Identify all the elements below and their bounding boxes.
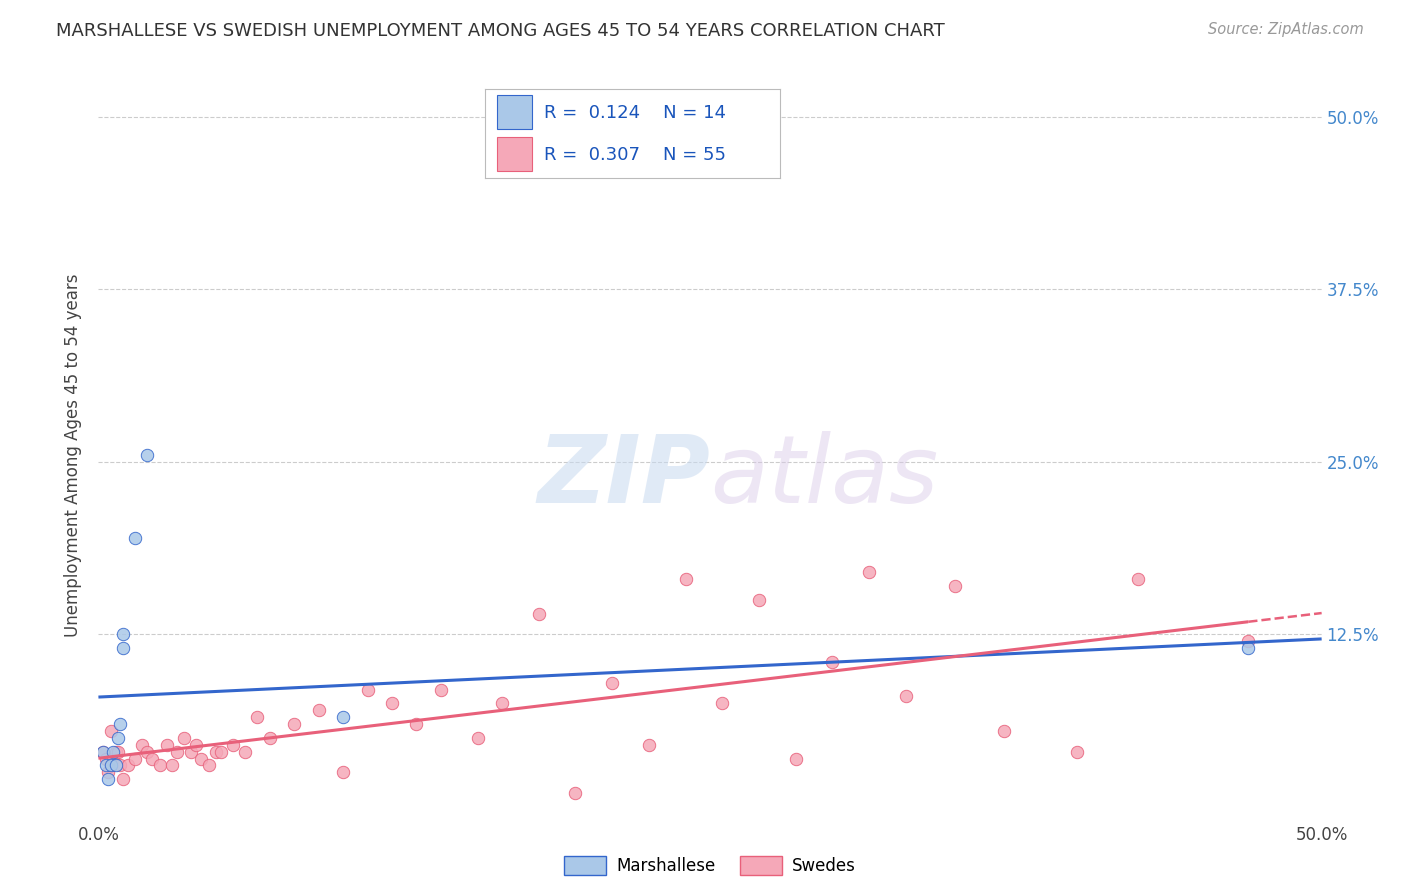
Point [94,751,117,765]
Point [149,758,172,772]
Point [675,572,697,586]
Point [136,448,159,462]
Point [308,703,330,717]
Point [101,751,124,765]
Point [110,717,132,731]
Point [1237,634,1260,648]
Bar [496,95,533,129]
Point [259,731,281,745]
Point [173,731,195,745]
Point [94,758,117,772]
Text: R =  0.124    N = 14: R = 0.124 N = 14 [544,104,725,122]
Text: R =  0.307    N = 55: R = 0.307 N = 55 [544,146,725,164]
Point [821,655,844,669]
Point [160,758,183,772]
Point [381,696,404,710]
Point [748,592,770,607]
Point [136,745,159,759]
Point [233,745,256,759]
Point [111,772,134,787]
Point [638,738,661,752]
Y-axis label: Unemployment Among Ages 45 to 54 years: Unemployment Among Ages 45 to 54 years [65,273,83,637]
Point [111,641,134,656]
Point [356,682,378,697]
Point [131,738,153,752]
Point [107,745,129,759]
Point [1237,641,1260,656]
Point [156,738,179,752]
Point [894,690,917,704]
Point [124,531,146,545]
Point [564,786,586,800]
Point [100,758,122,772]
Point [110,758,132,772]
Point [993,723,1015,738]
Text: Source: ZipAtlas.com: Source: ZipAtlas.com [1208,22,1364,37]
Legend: Marshallese, Swedes: Marshallese, Swedes [558,849,862,882]
Point [186,738,208,752]
Point [600,675,623,690]
Text: atlas: atlas [710,432,938,523]
Point [107,731,129,745]
Bar [496,137,533,171]
Point [104,758,127,772]
Point [467,731,489,745]
Point [430,682,453,697]
Point [209,745,232,759]
Point [332,765,354,780]
Point [104,745,127,759]
Text: MARSHALLESE VS SWEDISH UNEMPLOYMENT AMONG AGES 45 TO 54 YEARS CORRELATION CHART: MARSHALLESE VS SWEDISH UNEMPLOYMENT AMON… [56,22,945,40]
Point [100,758,122,772]
Point [117,758,139,772]
Point [180,745,202,759]
Point [197,758,219,772]
Point [97,765,120,780]
Point [491,696,513,710]
Point [858,566,880,580]
Point [246,710,269,724]
Point [222,738,245,752]
Point [100,723,122,738]
Text: ZIP: ZIP [537,431,710,523]
Point [205,745,228,759]
Point [91,745,114,759]
Point [785,751,807,765]
Point [943,579,966,593]
Point [405,717,427,731]
Point [101,745,124,759]
Point [711,696,734,710]
Point [124,751,146,765]
Point [283,717,305,731]
Point [332,710,354,724]
Point [1066,745,1088,759]
Point [111,627,134,641]
Point [190,751,212,765]
Point [527,607,550,621]
Point [1128,572,1150,586]
Point [91,745,114,759]
Point [141,751,163,765]
Point [97,772,120,787]
Point [166,745,188,759]
